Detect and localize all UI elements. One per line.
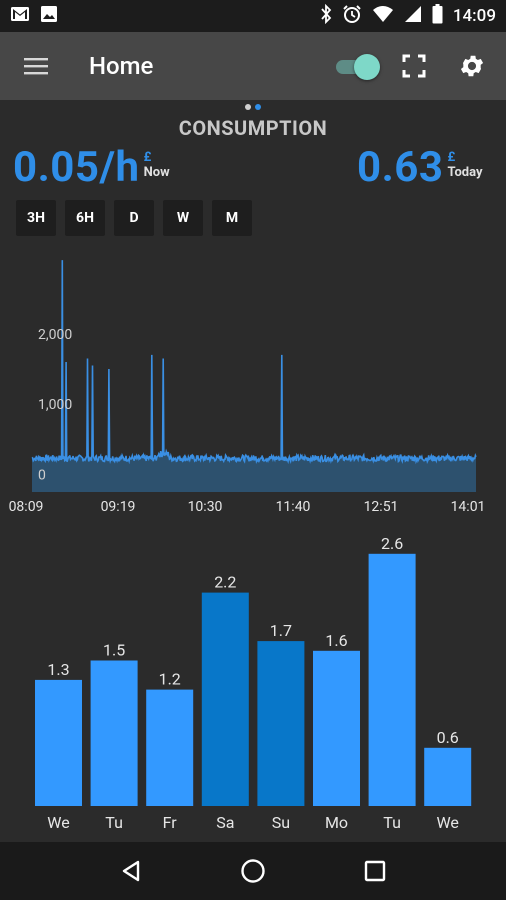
alarm-icon <box>342 4 362 28</box>
recents-button[interactable] <box>350 846 400 896</box>
x-tick-label: 11:40 <box>276 499 311 515</box>
pager-dot-active[interactable] <box>255 104 261 110</box>
range-tab-3h[interactable]: 3H <box>16 200 56 236</box>
status-bar: 14:09 <box>0 0 506 32</box>
bar-value-label: 2.2 <box>214 573 236 592</box>
bar-category-label: Fr <box>163 813 178 832</box>
home-button[interactable] <box>228 846 278 896</box>
now-value: 0.05/h <box>13 143 140 192</box>
bar-value-label: 2.6 <box>381 534 403 553</box>
gmail-icon <box>10 6 30 26</box>
app-bar: Home <box>0 32 506 100</box>
bar[interactable] <box>146 689 194 806</box>
bar[interactable] <box>424 747 472 806</box>
signal-icon <box>404 5 422 27</box>
bar-category-label: Tu <box>383 813 401 832</box>
today-reading: 0.63 £ Today <box>357 144 483 192</box>
bar[interactable] <box>90 660 138 807</box>
x-tick-label: 14:01 <box>451 499 486 515</box>
x-tick-label: 08:09 <box>9 499 44 515</box>
fullscreen-button[interactable] <box>394 46 434 86</box>
pager-indicator <box>0 104 506 110</box>
bar-value-label: 1.2 <box>159 670 181 689</box>
gear-icon <box>460 55 484 77</box>
now-reading: 0.05/h £ Now <box>13 144 170 192</box>
x-tick-label: 09:19 <box>101 499 136 515</box>
bar[interactable] <box>368 553 416 806</box>
bar-value-label: 1.7 <box>270 621 292 640</box>
system-nav-bar <box>0 842 506 900</box>
bar[interactable] <box>201 592 249 806</box>
today-value: 0.63 <box>357 143 444 192</box>
y-tick-label: 0 <box>38 467 46 483</box>
now-unit: £ <box>143 150 152 165</box>
range-tab-day[interactable]: D <box>114 200 154 236</box>
menu-button[interactable] <box>18 48 54 84</box>
consumption-line <box>31 260 477 465</box>
settings-button[interactable] <box>452 46 492 86</box>
range-tab-month[interactable]: M <box>212 200 252 236</box>
y-tick-label: 1,000 <box>38 397 72 413</box>
consumption-area <box>32 260 476 492</box>
now-label: Now <box>143 165 170 180</box>
menu-icon <box>24 58 48 75</box>
bar[interactable] <box>313 650 360 806</box>
consumption-line-chart[interactable]: 2,000 1,000 0 08:09 09:19 10:30 11:40 12:51 14:0… <box>0 236 506 522</box>
wifi-icon <box>372 5 394 27</box>
bar-value-label: 0.6 <box>437 728 459 747</box>
bluetooth-icon <box>320 3 332 28</box>
battery-icon <box>432 4 443 28</box>
section-title: CONSUMPTION <box>178 116 328 140</box>
bar-value-label: 1.6 <box>325 631 347 650</box>
bar-value-label: 1.5 <box>103 641 125 660</box>
toggle-thumb <box>354 54 380 80</box>
range-tab-week[interactable]: W <box>163 200 203 236</box>
fullscreen-icon <box>402 54 426 78</box>
auto-refresh-toggle[interactable] <box>336 53 380 80</box>
x-tick-label: 10:30 <box>188 499 223 515</box>
y-tick-label: 2,000 <box>38 327 72 343</box>
bar-category-label: Sa <box>216 813 234 832</box>
bar-category-label: We <box>436 813 458 832</box>
bar-category-label: Su <box>272 813 290 832</box>
bar-category-label: Mo <box>325 813 348 832</box>
status-time: 14:09 <box>452 6 496 26</box>
range-tabs: 3H 6H D W M <box>16 200 252 236</box>
back-icon <box>122 860 140 882</box>
today-unit: £ <box>447 150 456 165</box>
bar-category-label: We <box>47 813 69 832</box>
home-circle-icon <box>241 859 265 883</box>
pager-dot[interactable] <box>245 104 251 110</box>
today-label: Today <box>447 165 483 180</box>
bar[interactable] <box>257 641 305 806</box>
bar-value-label: 1.3 <box>47 660 69 679</box>
daily-bar-chart[interactable]: 1.3 We 1.5 Tu 1.2 Fr 2.2 Sa 1.7 Su 1.6 Mo 2.6 Tu 0.6 We <box>0 522 506 840</box>
recents-square-icon <box>364 860 386 882</box>
back-button[interactable] <box>106 846 156 896</box>
x-tick-label: 12:51 <box>364 499 399 515</box>
page-title: Home <box>89 52 154 80</box>
range-tab-6h[interactable]: 6H <box>65 200 105 236</box>
image-icon <box>40 5 58 27</box>
main-content: CONSUMPTION 0.05/h £ Now 0.63 £ Today 3H… <box>0 100 506 842</box>
bar-category-label: Tu <box>105 813 123 832</box>
bar[interactable] <box>35 679 82 806</box>
